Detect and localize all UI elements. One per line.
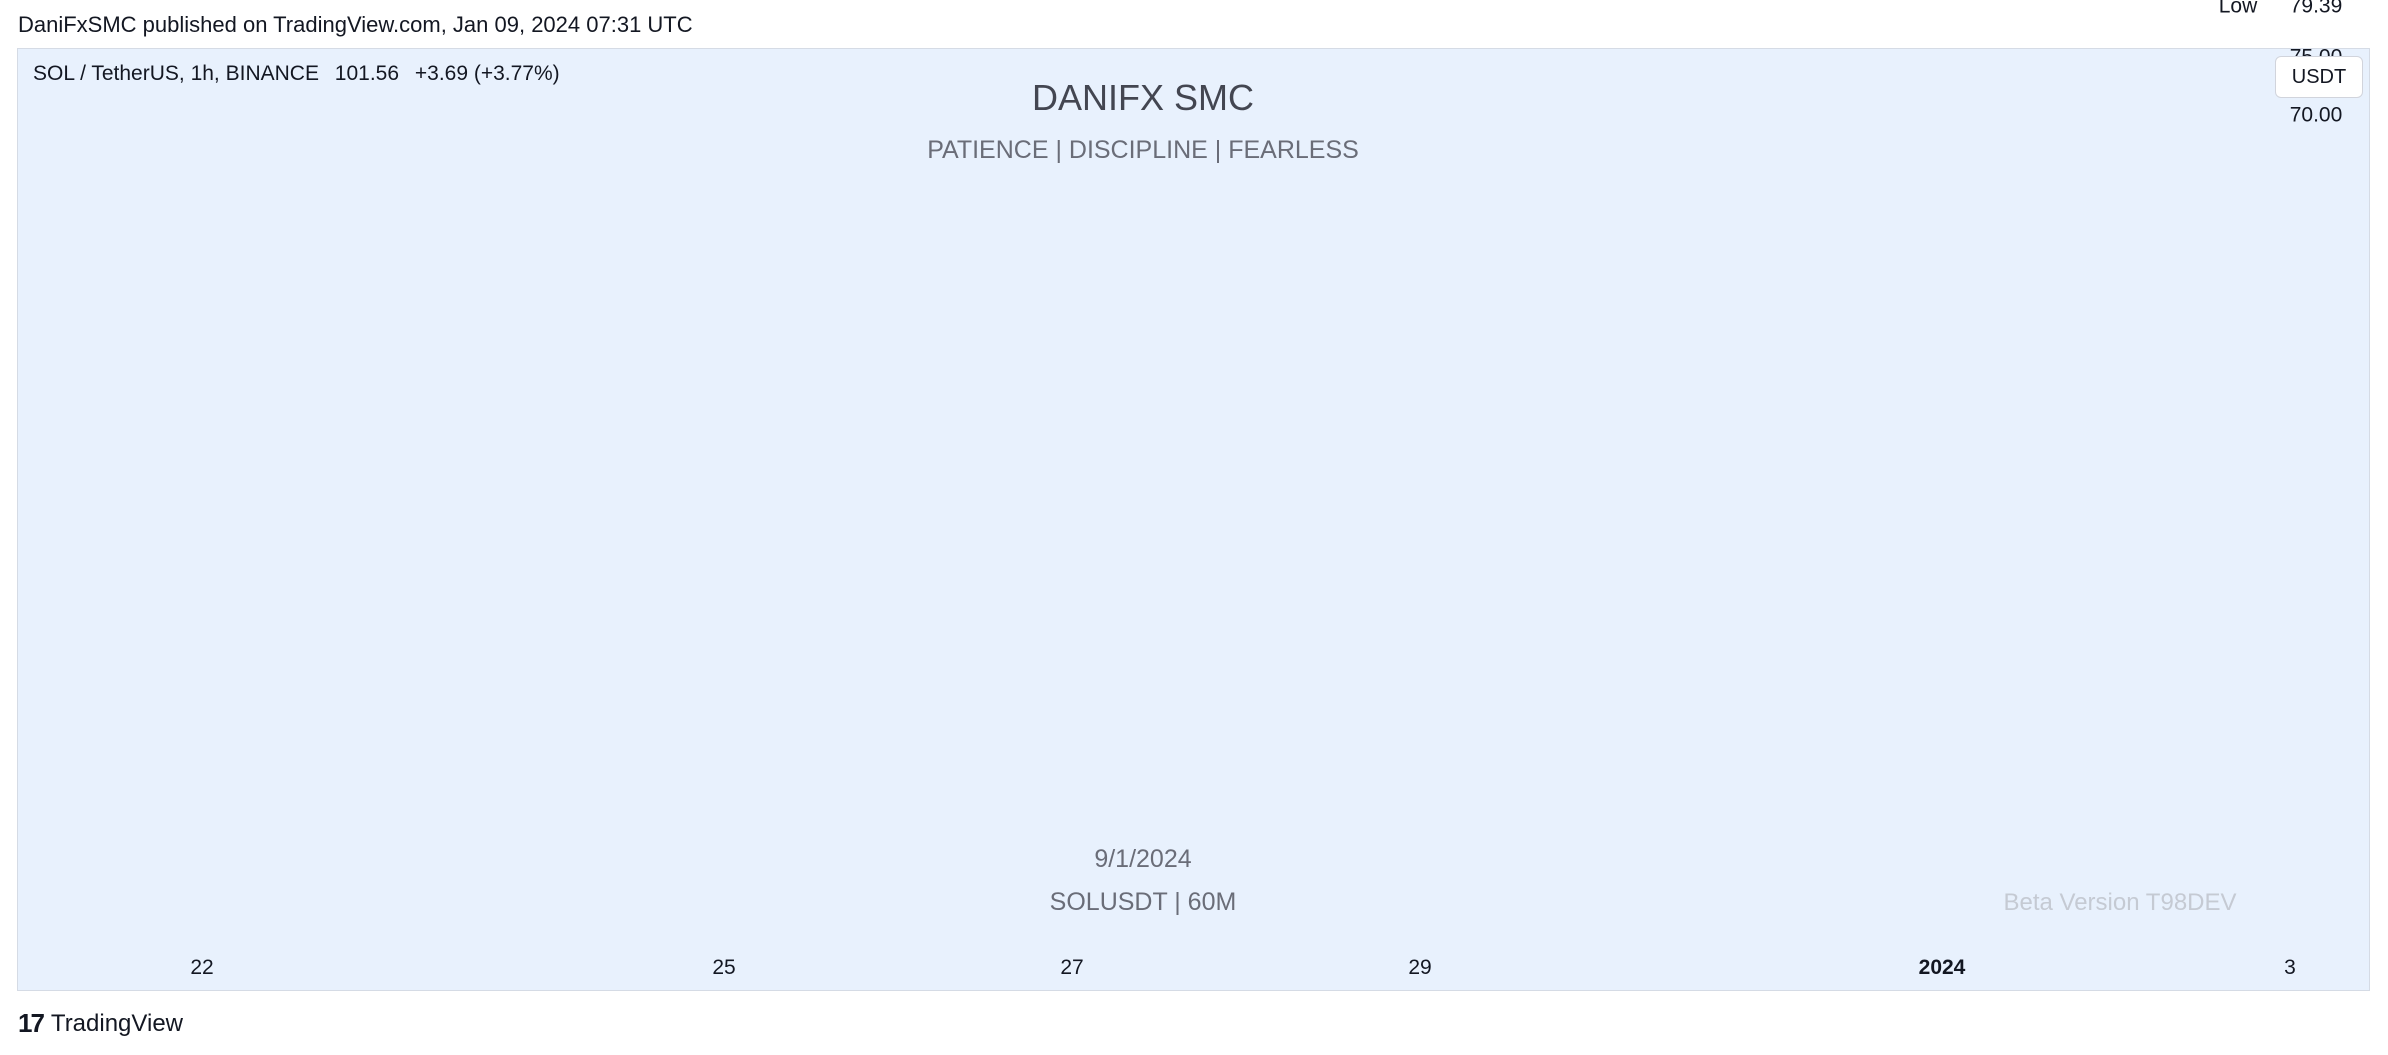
candle — [30, 0, 34, 3]
last-price: 101.56 — [334, 62, 400, 85]
price-label-text: 79.39 — [2290, 0, 2343, 18]
watermark-symbol: SOLUSDT | 60M — [1050, 888, 1237, 916]
x-axis: 222527292024358101215 — [190, 956, 2296, 979]
x-tick-label: 29 — [1408, 956, 1431, 979]
symbol-name[interactable]: SOL / TetherUS, 1h, BINANCE — [33, 62, 319, 85]
y-tick-label: 70.00 — [2290, 104, 2343, 127]
price-label-79.39: 79.39 Low — [2210, 0, 2364, 20]
chart-subtitle: PATIENCE | DISCIPLINE | FEARLESS — [927, 136, 1359, 164]
price-labels: 126.36High126.03101.56SOLUSDT28:2091.838… — [2210, 0, 2364, 20]
x-tick-label: 2024 — [1919, 956, 1966, 979]
chart-title: DANIFX SMC — [1032, 77, 1254, 118]
candle-down — [8, 3, 12, 12]
candle-up — [16, 3, 20, 12]
tradingview-logo-icon: 17 — [18, 1008, 45, 1038]
x-tick-label: 22 — [190, 956, 213, 979]
candle-up — [23, 0, 27, 3]
currency-button[interactable]: USDT — [2275, 56, 2363, 98]
plot-area: HHHHBoSIDMHLIDMXPDHPDLThis will be our t… — [8, 0, 2388, 19]
watermark-version: Beta Version T98DEV — [2003, 889, 2236, 916]
x-tick-label: 27 — [1060, 956, 1083, 979]
candle — [8, 0, 12, 16]
candle — [16, 0, 20, 19]
tradingview-logo[interactable]: 17 TradingView — [18, 1008, 183, 1039]
watermark-date: 9/1/2024 — [1094, 845, 1191, 873]
candles — [8, 0, 2388, 19]
candle — [23, 0, 27, 12]
x-tick-label: 3 — [2284, 956, 2296, 979]
published-caption: DaniFxSMC published on TradingView.com, … — [18, 12, 693, 37]
chart-frame[interactable] — [17, 48, 2370, 991]
price-label-prefix: Low — [2219, 0, 2258, 18]
price-change: +3.69 (+3.77%) — [414, 62, 560, 85]
symbol-info-bar: SOL / TetherUS, 1h, BINANCE 101.56 +3.69… — [33, 62, 570, 86]
x-tick-label: 25 — [712, 956, 735, 979]
brand-name: TradingView — [50, 1009, 183, 1037]
